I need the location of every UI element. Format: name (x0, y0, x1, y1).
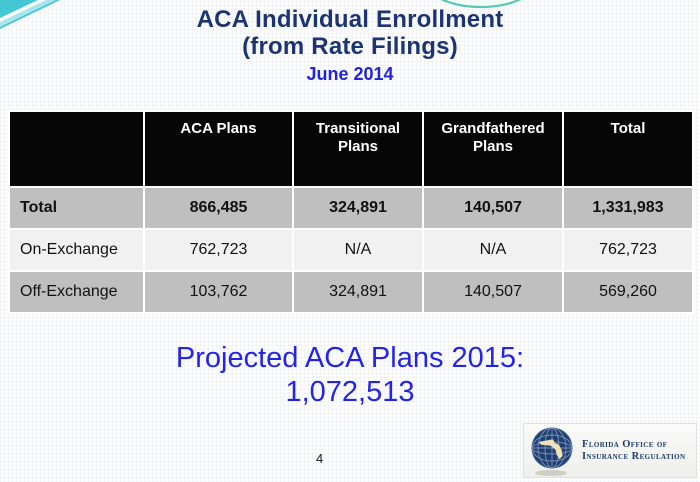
column-header-transitional-plans: Transitional Plans (292, 110, 424, 188)
table-row-on-exchange: On-Exchange 762,723 N/A N/A 762,723 (8, 228, 694, 272)
globe-florida-icon (531, 427, 573, 476)
cell-value: N/A (292, 228, 424, 272)
column-header-grandfathered-plans: Grandfathered Plans (422, 110, 564, 188)
cell-value: N/A (422, 228, 564, 272)
column-header-total: Total (562, 110, 694, 188)
projection-statement: Projected ACA Plans 2015: 1,072,513 (0, 341, 700, 409)
cell-value: 324,891 (292, 270, 424, 314)
page-number: 4 (316, 451, 324, 466)
table-row-off-exchange: Off-Exchange 103,762 324,891 140,507 569… (8, 270, 694, 314)
row-label: Total (8, 186, 145, 230)
table-header-row: ACA Plans Transitional Plans Grandfather… (8, 110, 694, 188)
projection-line2: 1,072,513 (285, 376, 415, 408)
slide-title-line1: ACA Individual Enrollment (196, 6, 504, 33)
cell-value: 140,507 (422, 270, 564, 314)
cell-value: 324,891 (292, 186, 424, 230)
row-label: Off-Exchange (8, 270, 145, 314)
cell-value: 866,485 (143, 186, 294, 230)
slide-title-line2: (from Rate Filings) (242, 33, 458, 60)
cell-value: 1,331,983 (562, 186, 694, 230)
title-block: ACA Individual Enrollment (from Rate Fil… (0, 6, 700, 85)
enrollment-table: ACA Plans Transitional Plans Grandfather… (8, 110, 694, 314)
table-row-total: Total 866,485 324,891 140,507 1,331,983 (8, 186, 694, 230)
projection-line1: Projected ACA Plans 2015: (175, 342, 525, 374)
logo-org-line2: Insurance Regulation (582, 450, 686, 462)
cell-value: 569,260 (562, 270, 694, 314)
logo-text: Florida Office of Insurance Regulation (582, 439, 685, 463)
cell-value-highlighted: 762,723 (143, 228, 294, 272)
florida-oir-logo: Florida Office of Insurance Regulation (523, 423, 697, 478)
row-label: On-Exchange (8, 228, 145, 272)
cell-value: 762,723 (562, 228, 694, 272)
cell-value: 140,507 (422, 186, 564, 230)
cell-value-highlighted: 103,762 (143, 270, 294, 314)
slide-subtitle: June 2014 (306, 64, 394, 84)
column-header-aca-plans: ACA Plans (143, 110, 294, 188)
column-header-blank (8, 110, 145, 188)
logo-org-line1: Florida Office of (582, 438, 668, 450)
